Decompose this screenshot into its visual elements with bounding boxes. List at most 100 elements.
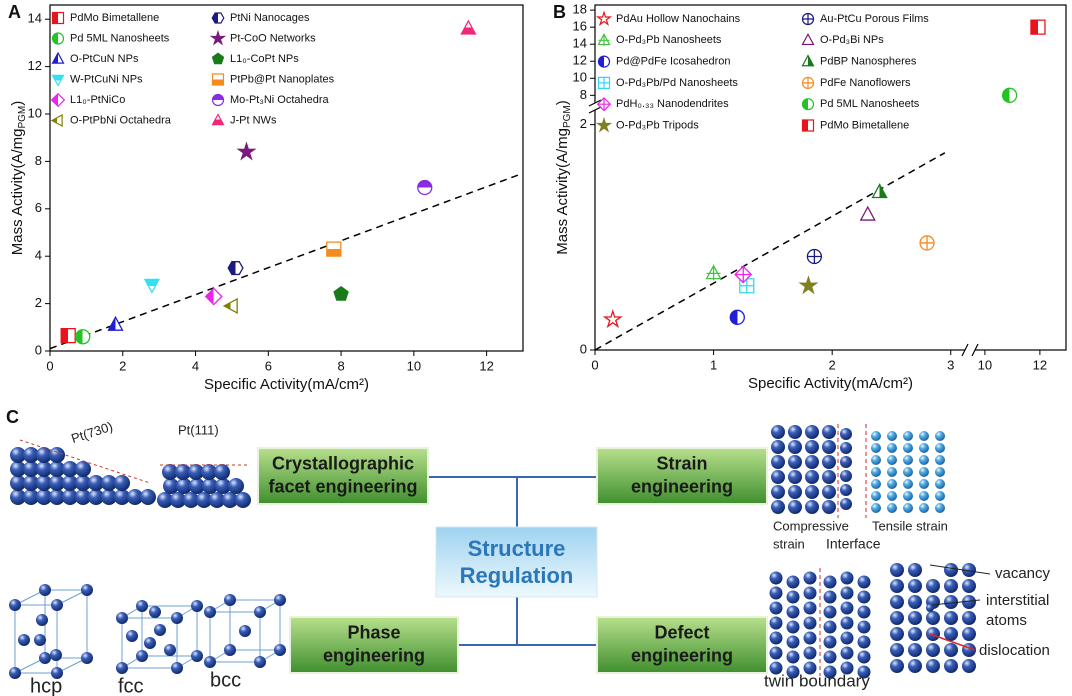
panel-label: B xyxy=(553,2,566,22)
atom xyxy=(823,650,837,664)
atom xyxy=(823,620,837,634)
atom xyxy=(903,455,913,465)
annotation: Interface xyxy=(826,536,881,552)
atom xyxy=(36,489,52,505)
connector xyxy=(931,599,981,606)
plot-frame xyxy=(49,4,524,352)
axis-break-gap xyxy=(965,348,975,352)
atom xyxy=(209,492,225,508)
atom xyxy=(944,659,958,673)
atom xyxy=(908,595,922,609)
y-axis-title-sub: PGM xyxy=(562,105,573,128)
atom xyxy=(171,612,183,624)
legend-label: W-PtCuNi NPs xyxy=(70,73,143,85)
center-label: Regulation xyxy=(460,563,574,588)
engineering-box xyxy=(596,447,768,505)
y-tick-label: 0 xyxy=(580,341,587,356)
data-point xyxy=(734,265,753,284)
atom xyxy=(254,656,266,668)
atom xyxy=(962,659,976,673)
atom xyxy=(189,478,205,494)
legend-label: Pd 5ML Nanosheets xyxy=(820,98,920,110)
atom xyxy=(36,475,52,491)
legend-label: Pd@PdFe Icosahedron xyxy=(616,56,731,68)
atom xyxy=(75,475,91,491)
atom xyxy=(935,491,945,501)
y-tick-label: 16 xyxy=(573,19,587,34)
atom xyxy=(9,667,21,679)
atom xyxy=(840,442,852,454)
annotation: atoms xyxy=(986,612,1027,629)
atom xyxy=(908,659,922,673)
atom xyxy=(803,586,817,600)
legend-marker xyxy=(596,97,612,112)
atom xyxy=(51,599,63,611)
data-point xyxy=(326,241,342,257)
legend-label: PdMo Bimetallene xyxy=(70,12,159,24)
annotation: Compressive xyxy=(773,518,849,533)
atom xyxy=(136,650,148,662)
data-point xyxy=(417,179,433,196)
legend-label: PtPb@Pt Nanoplates xyxy=(230,73,335,85)
atom xyxy=(228,478,244,494)
atom xyxy=(944,563,958,577)
atom xyxy=(176,478,192,494)
atom xyxy=(962,627,976,641)
atom xyxy=(88,489,104,505)
atom xyxy=(126,630,138,642)
legend-label: PtNi Nanocages xyxy=(230,12,310,24)
legend-marker xyxy=(211,12,225,24)
engineering-box-label: facet engineering xyxy=(268,476,417,496)
atom xyxy=(771,470,785,484)
engineering-box xyxy=(289,616,459,674)
atom xyxy=(215,478,231,494)
fit-line xyxy=(594,152,946,351)
data-point xyxy=(1001,87,1018,103)
y-tick-label: 14 xyxy=(573,36,587,51)
atom xyxy=(771,440,785,454)
atom xyxy=(935,455,945,465)
atom xyxy=(903,479,913,489)
legend-marker xyxy=(51,74,65,87)
atom xyxy=(840,601,854,615)
atom xyxy=(887,455,897,465)
atom xyxy=(10,475,26,491)
atom xyxy=(788,500,802,514)
legend-marker xyxy=(211,113,225,126)
atom xyxy=(908,563,922,577)
atom xyxy=(903,431,913,441)
atom xyxy=(788,440,802,454)
y-tick-label: 10 xyxy=(28,105,42,120)
atom xyxy=(88,475,104,491)
annotation: twin boundary xyxy=(764,671,870,690)
atom xyxy=(871,503,881,513)
legend-label: O-Pd₃Pb Nanosheets xyxy=(616,34,722,46)
legend-marker xyxy=(801,12,815,26)
legend-label: L1₀-PtNiCo xyxy=(70,94,125,106)
data-point xyxy=(602,309,623,329)
data-point xyxy=(60,327,76,344)
atom xyxy=(805,500,819,514)
y-axis-title-end: ) xyxy=(554,100,571,105)
atom xyxy=(786,575,800,589)
atom xyxy=(887,491,897,501)
annotation: dislocation xyxy=(979,642,1050,659)
atom xyxy=(840,428,852,440)
legend-label: L1₀-CoPt NPs xyxy=(230,53,299,65)
atom xyxy=(771,455,785,469)
atom xyxy=(840,498,852,510)
atom xyxy=(944,595,958,609)
atom xyxy=(127,489,143,505)
atom xyxy=(908,643,922,657)
data-point xyxy=(859,205,876,221)
legend-marker xyxy=(597,76,611,89)
atom xyxy=(857,590,871,604)
atom xyxy=(935,503,945,513)
atom xyxy=(224,644,236,656)
atom xyxy=(890,579,904,593)
atom xyxy=(164,644,176,656)
y-axis-title: Mass Activity(A/mgPGM) xyxy=(9,101,28,255)
atom xyxy=(771,500,785,514)
atom xyxy=(36,614,48,626)
x-tick-label: 6 xyxy=(265,358,272,373)
